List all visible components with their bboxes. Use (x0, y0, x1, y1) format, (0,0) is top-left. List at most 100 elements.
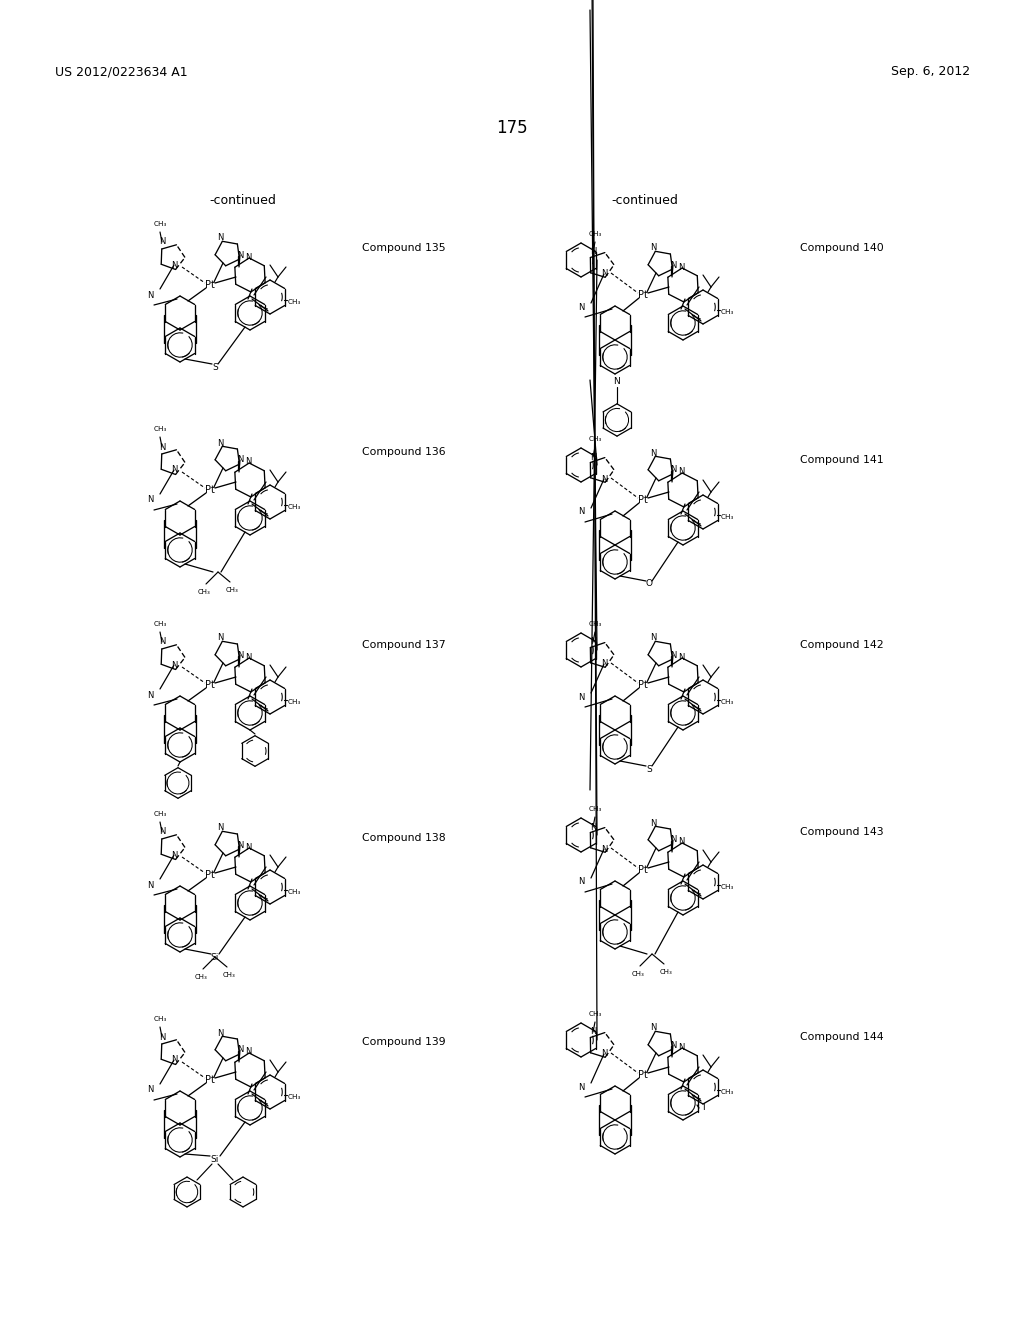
Text: N: N (650, 243, 656, 252)
Text: S: S (212, 363, 218, 371)
Text: CH₃: CH₃ (288, 888, 301, 895)
Text: N: N (146, 290, 154, 300)
Text: Sep. 6, 2012: Sep. 6, 2012 (891, 66, 970, 78)
Text: Pt: Pt (205, 1074, 215, 1085)
Text: CH₃: CH₃ (589, 1011, 602, 1016)
Text: CH₃: CH₃ (589, 231, 602, 238)
Text: CH₃: CH₃ (198, 589, 210, 595)
Text: N: N (650, 1023, 656, 1032)
Text: N: N (670, 651, 676, 660)
Text: US 2012/0223634 A1: US 2012/0223634 A1 (55, 66, 187, 78)
Text: N: N (578, 693, 584, 701)
Text: CH₃: CH₃ (154, 220, 167, 227)
Text: N: N (678, 837, 684, 846)
Text: N: N (171, 260, 177, 269)
Text: CH₃: CH₃ (222, 972, 236, 978)
Text: CH₃: CH₃ (225, 587, 239, 593)
Text: N: N (678, 652, 684, 661)
Text: N: N (245, 652, 251, 661)
Text: Pt: Pt (638, 865, 648, 875)
Text: N: N (601, 474, 607, 483)
Text: N: N (171, 1056, 177, 1064)
Text: CH₃: CH₃ (589, 807, 602, 812)
Text: N: N (578, 507, 584, 516)
Text: N: N (650, 449, 656, 458)
Text: Si: Si (211, 953, 219, 961)
Text: N: N (217, 438, 223, 447)
Text: CH₃: CH₃ (721, 309, 734, 315)
Text: N: N (159, 442, 165, 451)
Text: Compound 136: Compound 136 (362, 447, 445, 457)
Text: N: N (217, 634, 223, 643)
Text: N: N (601, 269, 607, 279)
Text: Compound 143: Compound 143 (800, 828, 884, 837)
Text: N: N (245, 458, 251, 466)
Text: N: N (590, 453, 596, 462)
Text: N: N (171, 466, 177, 474)
Text: Compound 144: Compound 144 (800, 1032, 884, 1041)
Text: CH₃: CH₃ (721, 513, 734, 520)
Text: N: N (678, 263, 684, 272)
Text: N: N (670, 1040, 676, 1049)
Text: N: N (237, 251, 243, 260)
Text: CH₃: CH₃ (154, 426, 167, 432)
Text: S: S (646, 764, 652, 774)
Text: Pt: Pt (205, 280, 215, 290)
Text: N: N (159, 1032, 165, 1041)
Text: -continued: -continued (611, 194, 679, 206)
Text: Compound 139: Compound 139 (362, 1038, 445, 1047)
Text: N: N (159, 638, 165, 647)
Text: CH₃: CH₃ (589, 436, 602, 442)
Text: N: N (670, 466, 676, 474)
Text: N: N (578, 302, 584, 312)
Text: N: N (601, 1049, 607, 1059)
Text: -continued: -continued (210, 194, 276, 206)
Text: N: N (590, 248, 596, 256)
Text: N: N (613, 378, 621, 387)
Text: N: N (217, 824, 223, 833)
Text: N: N (217, 1028, 223, 1038)
Text: N: N (237, 455, 243, 465)
Text: N: N (245, 1048, 251, 1056)
Text: N: N (601, 660, 607, 668)
Text: N: N (678, 467, 684, 477)
Text: CH₃: CH₃ (288, 300, 301, 305)
Text: N: N (678, 1043, 684, 1052)
Text: N: N (590, 638, 596, 647)
Text: N: N (237, 1045, 243, 1055)
Text: N: N (650, 818, 656, 828)
Text: N: N (578, 1082, 584, 1092)
Text: N: N (590, 822, 596, 832)
Text: CH₃: CH₃ (154, 620, 167, 627)
Text: N: N (670, 260, 676, 269)
Text: N: N (245, 252, 251, 261)
Text: CH₃: CH₃ (589, 620, 602, 627)
Text: CH₃: CH₃ (721, 1089, 734, 1096)
Text: CH₃: CH₃ (195, 974, 208, 979)
Text: N: N (590, 1027, 596, 1036)
Text: N: N (171, 660, 177, 669)
Text: N: N (159, 828, 165, 837)
Text: Pt: Pt (638, 1071, 648, 1080)
Text: N: N (578, 878, 584, 887)
Text: N: N (217, 234, 223, 243)
Text: N: N (146, 690, 154, 700)
Text: I: I (701, 1104, 705, 1113)
Text: O: O (645, 579, 652, 589)
Text: CH₃: CH₃ (288, 1094, 301, 1100)
Text: CH₃: CH₃ (721, 884, 734, 890)
Text: N: N (670, 836, 676, 845)
Text: Compound 141: Compound 141 (800, 455, 884, 465)
Text: CH₃: CH₃ (721, 700, 734, 705)
Text: Compound 138: Compound 138 (362, 833, 445, 843)
Text: CH₃: CH₃ (154, 1016, 167, 1022)
Text: Pt: Pt (205, 870, 215, 880)
Text: Compound 142: Compound 142 (800, 640, 884, 649)
Text: CH₃: CH₃ (659, 969, 673, 975)
Text: N: N (650, 634, 656, 643)
Text: Compound 140: Compound 140 (800, 243, 884, 253)
Text: CH₃: CH₃ (288, 504, 301, 510)
Text: N: N (171, 850, 177, 859)
Text: N: N (146, 880, 154, 890)
Text: N: N (237, 841, 243, 850)
